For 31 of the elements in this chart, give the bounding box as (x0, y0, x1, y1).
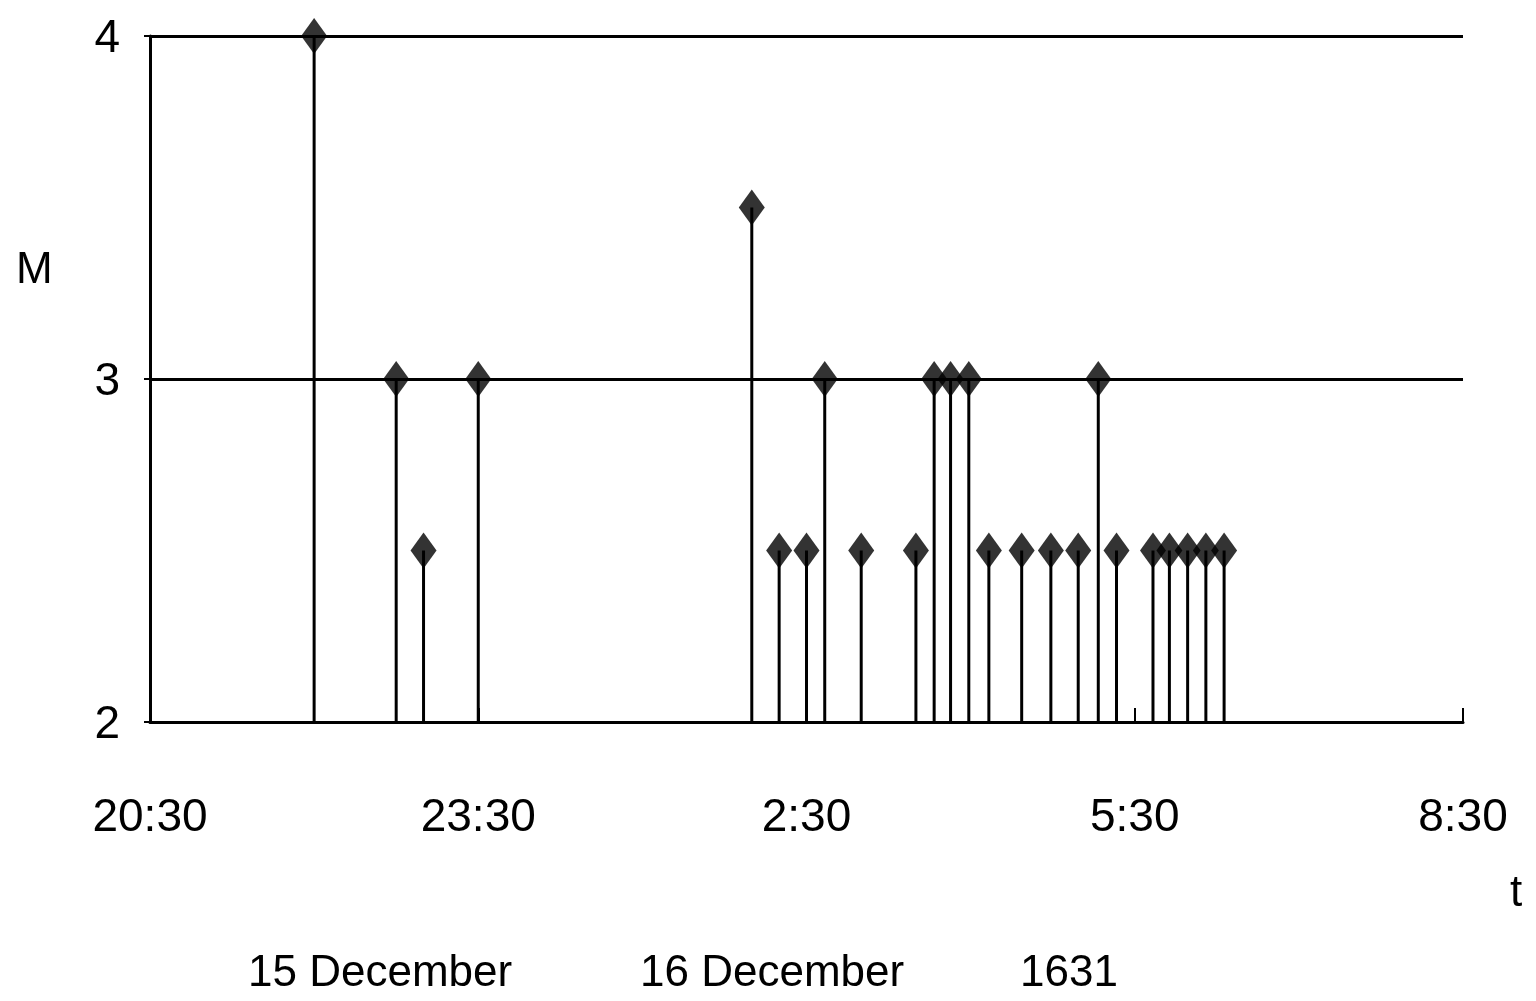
x-tick-label: 5:30 (1089, 789, 1180, 841)
point (410, 532, 437, 569)
text: 1631 (1020, 945, 1118, 995)
x-tick-label: 20:30 (92, 789, 208, 841)
y-tick-label: 3 (94, 353, 120, 405)
point (975, 532, 1002, 569)
point (1008, 532, 1035, 569)
point (955, 361, 982, 397)
point (383, 361, 410, 397)
point (793, 532, 820, 569)
x-tick-label: 8:30 (1418, 789, 1508, 841)
point (1037, 532, 1064, 569)
x-tick-label: 23:30 (420, 789, 536, 841)
point (902, 532, 929, 569)
point (1085, 361, 1112, 397)
point (1065, 532, 1092, 569)
point (848, 532, 875, 569)
point (301, 18, 328, 54)
text: 15 December (248, 945, 513, 995)
text: 16 December (640, 945, 905, 995)
point (1211, 532, 1238, 569)
x-tick-label: 2:30 (761, 789, 852, 841)
x-axis-title: t (1510, 865, 1523, 915)
point (766, 532, 793, 569)
point (465, 361, 492, 397)
y-tick-label: 4 (94, 10, 120, 62)
point (1103, 532, 1130, 569)
y-axis-title: M (16, 242, 53, 292)
y-tick-label: 2 (94, 696, 120, 748)
point (738, 189, 765, 226)
point (811, 361, 838, 397)
